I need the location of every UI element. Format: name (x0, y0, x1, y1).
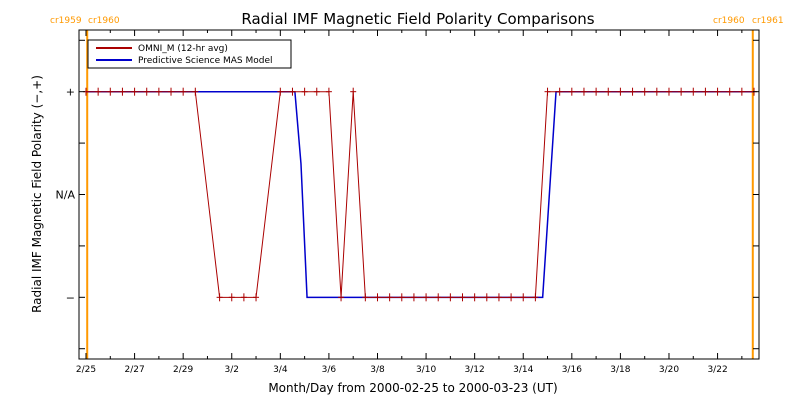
omni-point-marker (410, 293, 417, 302)
series-line-mas (86, 90, 754, 299)
y-axis-label: Radial IMF Magnetic Field Polarity (−,+) (30, 75, 44, 313)
chart-title: Radial IMF Magnetic Field Polarity Compa… (241, 10, 594, 28)
omni-point-marker (495, 293, 502, 302)
x-tick-label: 3/4 (273, 365, 288, 375)
omni-point-marker (168, 87, 175, 96)
omni-point-marker (738, 87, 745, 96)
x-tick-label: 2/25 (76, 365, 96, 375)
omni-point-marker (350, 87, 357, 96)
legend-label-omni: OMNI_M (12-hr avg) (138, 44, 228, 54)
plot-frame (78, 29, 760, 360)
omni-point-marker (228, 293, 235, 302)
omni-point-marker (665, 87, 672, 96)
x-tick-label: 3/8 (370, 365, 385, 375)
series-line-omni (86, 91, 754, 298)
legend: OMNI_M (12-hr avg) Predictive Science MA… (87, 39, 292, 69)
x-tick-label: 2/29 (173, 365, 193, 375)
omni-point-marker (192, 87, 199, 96)
legend-box (87, 39, 292, 69)
series-layer (83, 87, 757, 302)
omni-point-marker (325, 87, 332, 96)
omni-point-marker (289, 87, 296, 96)
omni-point-marker (386, 293, 393, 302)
omni-point-marker (253, 293, 260, 302)
omni-point-marker (471, 293, 478, 302)
omni-point-marker (714, 87, 721, 96)
omni-point-marker (131, 87, 138, 96)
omni-point-marker (447, 293, 454, 302)
omni-point-marker (435, 293, 442, 302)
x-tick-label: 3/20 (659, 365, 679, 375)
omni-point-marker (653, 87, 660, 96)
x-tick-label: 3/22 (707, 365, 727, 375)
omni-point-marker (313, 87, 320, 96)
x-tick-label: 3/6 (322, 365, 337, 375)
omni-point-marker (107, 87, 114, 96)
omni-point-marker (593, 87, 600, 96)
omni-point-marker (556, 87, 563, 96)
legend-label-mas: Predictive Science MAS Model (138, 56, 273, 66)
y-axis-ticks: + N/A − (56, 39, 759, 350)
x-tick-label: 3/10 (416, 365, 436, 375)
x-tick-label: 3/12 (465, 365, 485, 375)
omni-point-marker (702, 87, 709, 96)
omni-point-marker (277, 87, 284, 96)
omni-point-marker (544, 87, 551, 96)
x-tick-label: 2/27 (124, 365, 144, 375)
cr-label-start-right: cr1960 (88, 16, 120, 26)
y-tick-label: − (66, 291, 75, 304)
cr-label-start-left: cr1959 (50, 16, 82, 26)
omni-point-marker (532, 293, 539, 302)
omni-point-marker (374, 293, 381, 302)
omni-point-marker (690, 87, 697, 96)
omni-point-marker (338, 293, 345, 302)
cr-label-end-left: cr1960 (713, 16, 745, 26)
x-tick-label: 3/16 (562, 365, 582, 375)
omni-point-marker (629, 87, 636, 96)
x-tick-label: 3/2 (225, 365, 239, 375)
omni-point-marker (605, 87, 612, 96)
omni-point-marker (423, 293, 430, 302)
omni-point-marker (568, 87, 575, 96)
omni-point-marker (155, 87, 162, 96)
omni-point-marker (617, 87, 624, 96)
omni-point-marker (580, 87, 587, 96)
omni-point-marker (301, 87, 308, 96)
omni-point-marker (240, 293, 247, 302)
omni-point-marker (483, 293, 490, 302)
x-tick-label: 3/18 (610, 365, 630, 375)
omni-point-marker (641, 87, 648, 96)
omni-point-marker (119, 87, 126, 96)
omni-point-marker (398, 293, 405, 302)
omni-point-marker (678, 87, 685, 96)
omni-point-marker (95, 87, 102, 96)
x-axis-label: Month/Day from 2000-02-25 to 2000-03-23 … (268, 381, 557, 395)
omni-point-marker (459, 293, 466, 302)
carrington-boundary-lines (86, 30, 754, 359)
omni-point-marker (520, 293, 527, 302)
omni-point-marker (216, 293, 223, 302)
omni-point-marker (726, 87, 733, 96)
omni-point-marker (362, 293, 369, 302)
x-axis-ticks: 2/25 2/27 2/29 3/2 3/4 3/6 3/8 3/10 3/12 3/14 3/16… (76, 30, 743, 375)
cr-labels: cr1959 cr1960 cr1960 cr1961 (50, 16, 784, 26)
cr-label-end-right: cr1961 (752, 16, 784, 26)
omni-point-marker (143, 87, 150, 96)
omni-point-marker (180, 87, 187, 96)
omni-point-marker (508, 293, 515, 302)
y-tick-label: N/A (56, 189, 76, 202)
x-tick-label: 3/14 (513, 365, 533, 375)
y-tick-label: + (66, 86, 75, 99)
